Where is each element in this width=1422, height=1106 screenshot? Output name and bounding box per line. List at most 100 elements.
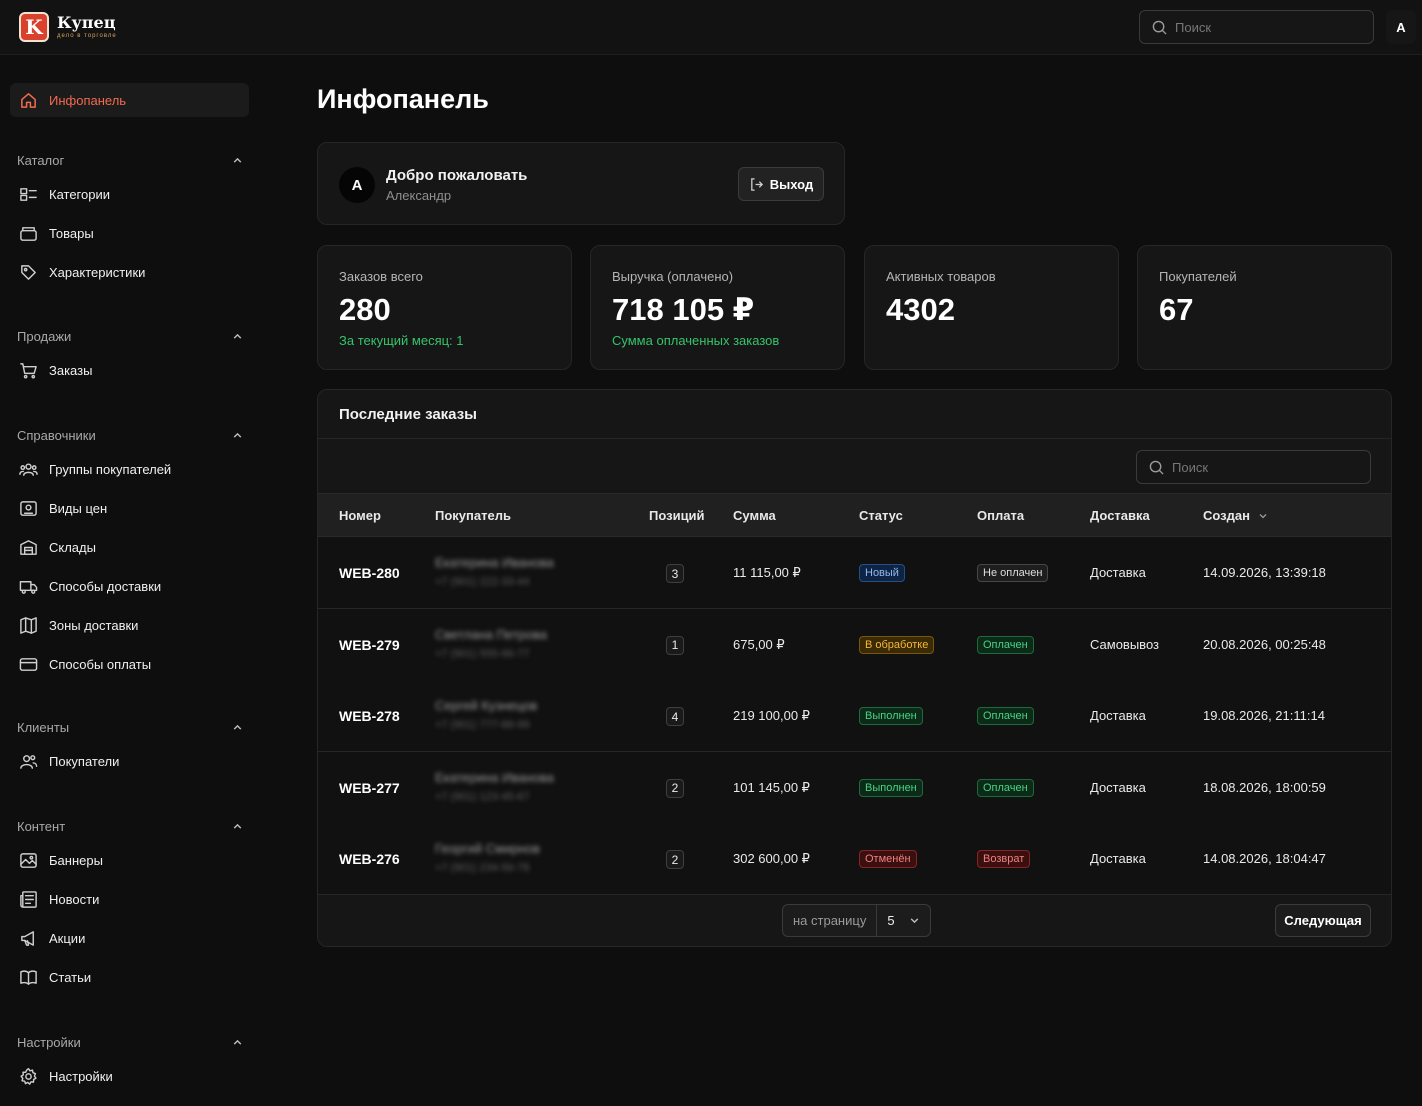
orders-search-input[interactable] [1172,459,1342,475]
sidebar-item-dashboard[interactable]: Инфопанель [10,83,249,117]
customer-name: Светлана Петрова [435,626,547,642]
sidebar-item-book[interactable]: Статьи [10,960,249,994]
sidebar-item-label: Товары [49,225,94,241]
table-row[interactable]: WEB-278 Сергей Кузнецов +7 (901) 777-88-… [318,680,1391,752]
sidebar-group-header[interactable]: Продажи [17,326,243,346]
sidebar-item-cart[interactable]: Заказы [10,353,249,387]
sidebar-group-header[interactable]: Клиенты [17,717,243,737]
chevron-up-icon [233,1039,242,1045]
sidebar-item-warehouse[interactable]: Склады [10,530,249,564]
column-header-status[interactable]: Статус [859,508,903,523]
tag-icon [18,262,38,282]
logout-label: Выход [769,176,814,192]
sidebar-group-header[interactable]: Справочники [17,425,243,445]
payment-badge: Оплачен [977,707,1034,725]
order-number[interactable]: WEB-276 [339,851,400,867]
positions-count: 4 [666,707,684,726]
logout-button[interactable]: Выход [738,167,824,201]
customer-phone: +7 (901) 777-88-99 [435,719,530,731]
table-row[interactable]: WEB-280 Екатерина Иванова +7 (901) 222-3… [318,537,1391,609]
delivery-type: Доставка [1090,708,1146,723]
gear-icon [18,1066,38,1086]
status-badge: Новый [859,564,905,582]
sidebar-item-news[interactable]: Новости [10,882,249,916]
stat-card-active-products: Активных товаров 4302 [864,245,1119,370]
created-date: 14.09.2026, 13:39:18 [1203,565,1326,580]
sidebar-group-header[interactable]: Каталог [17,150,243,170]
created-date: 20.08.2026, 00:25:48 [1203,636,1326,652]
customer-phone: +7 (901) 123-45-67 [435,790,530,803]
per-page-select[interactable]: 5 [877,905,930,936]
image-icon [18,850,38,870]
sidebar-item-tag[interactable]: Характеристики [10,255,249,289]
stat-label: Активных товаров [886,269,996,284]
sidebar-item-gear[interactable]: Настройки [10,1059,249,1093]
column-header-number[interactable]: Номер [339,508,381,523]
stat-card-orders: Заказов всего 280 За текущий месяц: 1 [317,245,572,370]
customer-cell: Светлана Петрова +7 (901) 555-66-77 [435,627,547,660]
column-header-customer[interactable]: Покупатель [435,508,511,523]
user-avatar[interactable]: A [1386,10,1416,44]
created-date: 19.08.2026, 21:11:14 [1203,708,1325,723]
sidebar-item-price[interactable]: Виды цен [10,491,249,525]
stat-value: 4302 [886,292,955,327]
order-number[interactable]: WEB-280 [339,565,400,581]
column-header-payment[interactable]: Оплата [977,508,1025,523]
customer-cell: Екатерина Иванова +7 (901) 222-33-44 [435,555,554,588]
stat-label: Заказов всего [339,269,423,284]
sidebar-item-label: Заказы [49,362,93,378]
created-date: 18.08.2026, 18:00:59 [1203,779,1326,795]
order-number[interactable]: WEB-278 [339,708,400,724]
sidebar-item-truck[interactable]: Способы доставки [10,569,249,603]
table-row[interactable]: WEB-279 Светлана Петрова +7 (901) 555-66… [318,608,1391,681]
column-header-created-label: Создан [1203,508,1250,523]
global-search-input[interactable] [1175,19,1345,35]
page-title: Инфопанель [317,84,489,114]
recent-orders-title: Последние заказы [339,406,477,423]
chevron-down-icon [910,918,918,924]
column-header-created[interactable]: Создан [1203,508,1268,523]
recent-orders-card: Последние заказы Номер Покупатель Позици… [317,389,1392,947]
chevron-up-icon [233,157,242,163]
sidebar-item-categories[interactable]: Категории [10,177,249,211]
sidebar-item-megaphone[interactable]: Акции [10,921,249,955]
customer-name: Сергей Кузнецов [435,698,538,713]
logo-mark: K [19,12,49,42]
column-header-delivery[interactable]: Доставка [1090,508,1150,523]
global-search[interactable] [1139,10,1374,44]
sidebar-item-users[interactable]: Покупатели [10,744,249,778]
sidebar-item-label: Статьи [49,969,92,985]
sidebar-group-title: Каталог [17,152,65,168]
next-page-button[interactable]: Следующая [1275,904,1371,937]
sidebar-item-label: Виды цен [49,500,108,516]
customer-phone: +7 (901) 222-33-44 [435,576,530,588]
table-row[interactable]: WEB-277 Екатерина Иванова +7 (901) 123-4… [318,751,1391,824]
divider [318,438,1391,439]
order-number[interactable]: WEB-279 [339,636,400,653]
sidebar-group-header[interactable]: Настройки [17,1032,243,1052]
table-row[interactable]: WEB-276 Георгий Смирнов +7 (901) 234-56-… [318,823,1391,895]
sidebar-item-label: Покупатели [49,753,120,769]
sidebar-group-header[interactable]: Контент [17,816,243,836]
delivery-type: Самовывоз [1090,636,1159,652]
sidebar-item-users-group[interactable]: Группы покупателей [10,452,249,486]
column-header-sum[interactable]: Сумма [733,508,776,523]
megaphone-icon [18,928,38,948]
sidebar-item-label: Способы оплаты [49,656,152,672]
sidebar-item-image[interactable]: Баннеры [10,843,249,877]
sidebar-item-map[interactable]: Зоны доставки [10,608,249,642]
sidebar-item-card[interactable]: Способы оплаты [10,647,249,681]
payment-badge: Оплачен [977,778,1034,797]
delivery-type: Доставка [1090,565,1146,580]
order-number[interactable]: WEB-277 [339,779,400,796]
orders-search[interactable] [1136,450,1371,484]
positions-count: 1 [666,635,684,655]
sidebar-item-box[interactable]: Товары [10,216,249,250]
chevron-up-icon [233,333,242,339]
logo[interactable]: K Купец дело в торговле [19,12,117,42]
column-header-positions[interactable]: Позиций [649,508,705,523]
welcome-user-name: Александр [386,188,452,203]
status-badge: Выполнен [859,707,923,725]
delivery-type: Доставка [1090,851,1146,866]
book-icon [18,967,38,987]
